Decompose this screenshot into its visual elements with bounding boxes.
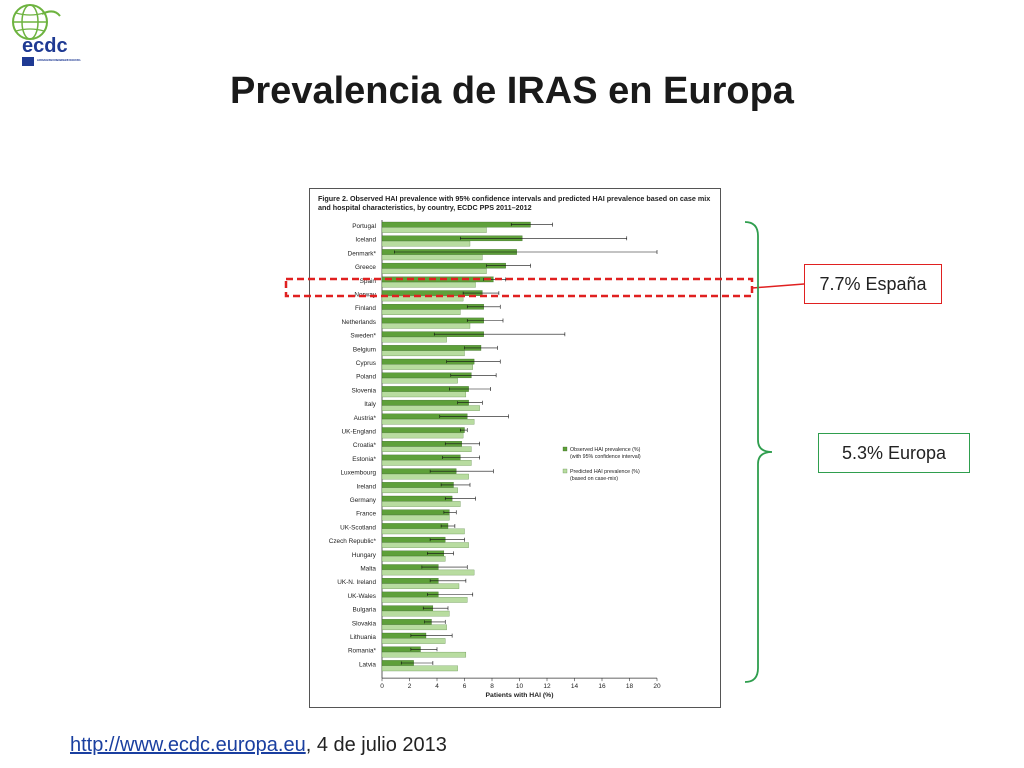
country-label: Cyprus xyxy=(356,360,376,367)
country-label: Estonia* xyxy=(352,456,376,463)
legend-swatch-predicted xyxy=(562,468,568,474)
predicted-bar xyxy=(381,268,487,274)
country-label: Romania* xyxy=(348,648,377,655)
predicted-bar xyxy=(381,651,467,658)
predicted-bar xyxy=(381,542,469,548)
country-label: Bulgaria xyxy=(353,607,377,614)
eu-flag-icon xyxy=(22,57,34,66)
country-label: UK-Scotland xyxy=(340,524,376,531)
predicted-bar xyxy=(381,432,464,439)
x-tick-label: 0 xyxy=(380,683,384,690)
country-label: Hungary xyxy=(352,552,377,559)
predicted-bar xyxy=(381,556,446,562)
predicted-bar xyxy=(381,227,487,233)
country-label: Ireland xyxy=(356,483,376,490)
country-label: Sweden* xyxy=(350,333,376,340)
hai-prevalence-chart: PortugalIcelandDenmark*GreeceSpainNorway… xyxy=(329,220,661,699)
logo-subtext: EUROPEAN CENTRE FOR DISEASE PREVENTION A… xyxy=(37,59,82,62)
x-tick-label: 12 xyxy=(543,683,551,690)
spain-highlight-box xyxy=(284,277,754,298)
predicted-bar xyxy=(381,624,447,631)
predicted-bar xyxy=(381,309,461,315)
predicted-bar xyxy=(381,240,471,247)
x-tick-label: 4 xyxy=(435,683,439,690)
country-label: Italy xyxy=(364,401,377,408)
country-label: Slovenia xyxy=(351,387,376,394)
country-label: Iceland xyxy=(355,237,376,244)
chart-title: Figure 2. Observed HAI prevalence with 9… xyxy=(318,194,711,212)
predicted-bar xyxy=(381,569,475,576)
predicted-bar xyxy=(381,501,461,507)
legend-entry: Observed HAI prevalence (%) (with 95% con… xyxy=(570,447,641,460)
predicted-bar xyxy=(381,597,468,603)
predicted-bar xyxy=(381,446,472,452)
figure-panel: Figure 2. Observed HAI prevalence with 9… xyxy=(309,188,721,708)
country-label: Greece xyxy=(355,264,376,271)
legend-swatch-observed xyxy=(562,446,568,452)
country-label: Luxembourg xyxy=(340,470,376,477)
predicted-bar xyxy=(381,638,446,644)
ecdc-link[interactable]: http://www.ecdc.europa.eu xyxy=(70,734,306,756)
country-label: Slovakia xyxy=(352,620,377,627)
x-tick-label: 10 xyxy=(516,683,524,690)
country-label: Denmark* xyxy=(348,250,377,257)
predicted-bar xyxy=(381,528,465,535)
country-label: Malta xyxy=(360,566,376,573)
x-tick-label: 18 xyxy=(626,683,634,690)
x-tick-label: 6 xyxy=(463,683,467,690)
country-label: Austria* xyxy=(354,415,377,422)
spain-callout: 7.7% España xyxy=(804,264,942,304)
predicted-bar xyxy=(381,583,460,589)
ecdc-logo: ecdc EUROPEAN CENTRE FOR DISEASE PREVENT… xyxy=(12,4,82,66)
predicted-bar xyxy=(381,419,475,425)
predicted-bar xyxy=(381,665,458,672)
country-label: UK-Wales xyxy=(347,593,376,600)
spain-arrow xyxy=(751,283,805,289)
country-label: France xyxy=(356,511,376,518)
country-label: Croatia* xyxy=(353,442,377,449)
predicted-bar xyxy=(381,487,458,494)
country-label: Belgium xyxy=(353,346,376,353)
x-tick-label: 2 xyxy=(408,683,412,690)
country-label: Lithuania xyxy=(350,634,376,641)
predicted-bar xyxy=(381,610,450,617)
x-axis-label: Patients with HAI (%) xyxy=(486,692,554,699)
country-label: Germany xyxy=(350,497,377,504)
country-label: Finland xyxy=(355,305,376,312)
slide-title: Prevalencia de IRAS en Europa xyxy=(230,70,794,112)
predicted-bar xyxy=(381,391,467,398)
predicted-bar xyxy=(381,323,471,329)
predicted-bar xyxy=(381,460,472,466)
predicted-bar xyxy=(381,473,469,480)
footer-date: , 4 de julio 2013 xyxy=(305,734,447,756)
predicted-bar xyxy=(381,254,483,261)
predicted-bar xyxy=(381,514,450,521)
country-label: UK-N. Ireland xyxy=(337,579,376,586)
predicted-bar xyxy=(381,364,473,370)
x-tick-label: 14 xyxy=(571,683,579,690)
legend-entry: Predicted HAI prevalence (%) (based on ca… xyxy=(570,469,640,482)
x-tick-label: 16 xyxy=(598,683,606,690)
country-label: Spain xyxy=(360,278,377,285)
predicted-bar xyxy=(381,336,447,343)
country-label: Latvia xyxy=(359,661,376,668)
predicted-bar xyxy=(381,282,476,288)
country-label: Netherlands xyxy=(342,319,376,326)
logo-text: ecdc xyxy=(22,35,68,57)
country-label: Poland xyxy=(356,374,376,381)
x-tick-label: 20 xyxy=(653,683,661,690)
globe-icon xyxy=(12,4,61,40)
x-tick-label: 8 xyxy=(490,683,494,690)
europe-brace xyxy=(744,221,773,683)
europe-callout: 5.3% Europa xyxy=(818,433,970,473)
footer: http://www.ecdc.europa.eu, 4 de julio 20… xyxy=(70,734,447,757)
predicted-bar xyxy=(381,405,480,411)
country-label: Portugal xyxy=(352,223,376,230)
predicted-bar xyxy=(381,377,458,384)
predicted-bar xyxy=(381,295,464,302)
country-label: UK-England xyxy=(342,429,377,436)
predicted-bar xyxy=(381,350,465,357)
country-label: Czech Republic* xyxy=(329,538,377,545)
